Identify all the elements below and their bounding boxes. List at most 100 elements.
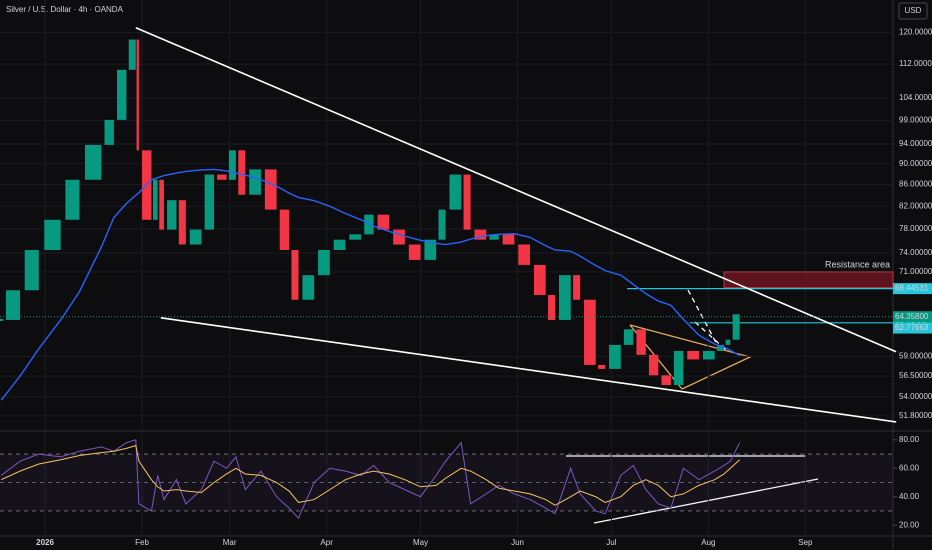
candle xyxy=(318,249,330,276)
price-tag xyxy=(893,322,932,334)
y-tick-label: 60.00 xyxy=(899,463,920,472)
candle xyxy=(598,364,606,369)
candle xyxy=(725,339,731,345)
y-tick-label: 51.80000 xyxy=(899,411,932,420)
candle xyxy=(489,234,499,240)
y-tick-label: 82.00000 xyxy=(899,201,932,210)
price-tag xyxy=(893,283,932,295)
currency-label[interactable]: USD xyxy=(905,6,922,15)
rsi-support-line xyxy=(593,478,819,524)
candle xyxy=(153,179,158,220)
triangle-drawing xyxy=(629,324,752,390)
series-line xyxy=(0,439,741,519)
candle xyxy=(136,39,139,151)
x-tick-label: 2026 xyxy=(36,538,54,547)
price-tag-label: 62.77663 xyxy=(895,323,929,332)
candle xyxy=(0,318,4,321)
candle xyxy=(228,150,236,180)
price-tag-label: 64.35800 xyxy=(895,312,929,321)
candle xyxy=(217,174,227,180)
candle xyxy=(518,244,531,265)
candle xyxy=(609,344,621,369)
candle xyxy=(104,119,114,145)
candle xyxy=(159,179,164,230)
candle xyxy=(673,350,684,386)
y-tick-label: 112.00000 xyxy=(899,59,932,68)
y-tick-label: 56.50000 xyxy=(899,371,932,380)
candle xyxy=(44,219,61,250)
projection-arrow xyxy=(694,321,727,351)
currency-button[interactable] xyxy=(898,2,928,20)
candle xyxy=(573,275,581,300)
y-tick-label: 78.00000 xyxy=(899,224,932,233)
candle xyxy=(648,354,659,376)
candle xyxy=(349,234,362,240)
candle xyxy=(716,344,725,351)
y-tick-label: 80.00 xyxy=(899,435,920,444)
series-line xyxy=(0,168,741,401)
x-tick-label: Mar xyxy=(223,538,237,547)
x-tick-label: Aug xyxy=(701,538,715,547)
candle xyxy=(732,314,740,340)
candle xyxy=(84,144,102,180)
x-tick-label: Sep xyxy=(798,538,813,547)
candle xyxy=(333,239,346,250)
candle xyxy=(65,179,80,220)
candle xyxy=(408,244,421,260)
candle xyxy=(463,174,471,230)
candle xyxy=(636,329,646,355)
series-line xyxy=(1,444,741,506)
x-tick-label: Jun xyxy=(511,538,524,547)
price-tag-label: 68.44531 xyxy=(895,284,929,293)
x-tick-label: Feb xyxy=(135,538,149,547)
candle xyxy=(424,239,437,260)
candle xyxy=(189,229,202,245)
candle xyxy=(264,169,277,210)
candle xyxy=(558,275,571,320)
y-tick-label: 59.00000 xyxy=(899,351,932,360)
y-tick-label: 94.00000 xyxy=(899,139,932,148)
candle xyxy=(302,275,315,300)
y-tick-label: 86.00000 xyxy=(899,180,932,189)
candle xyxy=(128,39,136,70)
y-tick-label: 54.00000 xyxy=(899,392,932,401)
candle xyxy=(5,290,21,320)
candle xyxy=(178,200,186,245)
y-tick-label: 40.00 xyxy=(899,492,920,501)
candle xyxy=(548,294,556,320)
y-tick-label: 74.00000 xyxy=(899,248,932,257)
candle xyxy=(584,299,596,365)
resistance-zone xyxy=(723,271,894,289)
candle xyxy=(377,214,390,230)
chart-title: Silver / U.S. Dollar · 4h · OANDA xyxy=(6,5,124,14)
candle xyxy=(204,174,215,230)
candle xyxy=(167,200,177,230)
candle xyxy=(687,350,700,360)
zone-label: Resistance area xyxy=(825,259,890,269)
candle xyxy=(533,264,546,295)
candle xyxy=(117,69,127,120)
candle xyxy=(393,229,405,245)
candle xyxy=(279,209,290,250)
candle xyxy=(291,249,299,300)
candle xyxy=(249,169,261,195)
y-tick-label: 20.00 xyxy=(899,520,920,529)
rsi-band xyxy=(0,454,893,511)
candle xyxy=(24,249,39,291)
projection-arrow xyxy=(687,289,721,351)
candle xyxy=(661,375,671,386)
y-tick-label: 71.00000 xyxy=(899,267,932,276)
x-tick-label: Jul xyxy=(606,538,616,547)
candle xyxy=(502,234,515,245)
y-tick-label: 104.00000 xyxy=(899,93,932,102)
y-tick-label: 120.00000 xyxy=(899,28,932,37)
x-tick-label: Apr xyxy=(320,538,333,547)
candle xyxy=(702,350,715,360)
trendline xyxy=(160,317,897,423)
candle xyxy=(238,150,246,195)
candle xyxy=(474,229,487,240)
y-tick-label: 99.00000 xyxy=(899,115,932,124)
candle xyxy=(623,329,634,345)
